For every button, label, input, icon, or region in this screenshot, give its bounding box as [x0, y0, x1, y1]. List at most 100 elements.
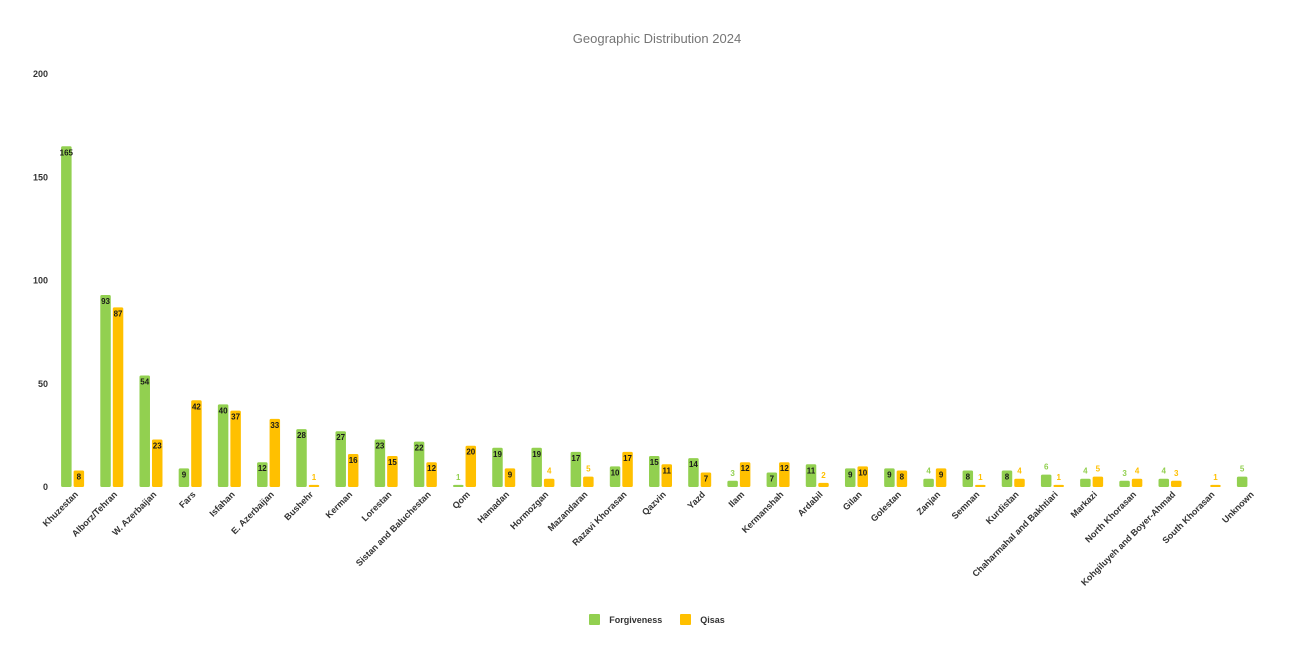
bar-qisas-semnan — [975, 484, 986, 487]
bar-qisas-razavi-khorasan — [622, 451, 633, 487]
data-label-forgiveness-golestan: 9 — [887, 470, 892, 479]
bar-forgiveness-kerman — [335, 431, 346, 487]
bar-forgiveness-sistan-and-baluchestan — [413, 441, 425, 487]
x-tick-label-isfahan: Isfahan — [207, 489, 236, 518]
bar-forgiveness-markazi — [1080, 478, 1091, 487]
bar-qisas-lorestan — [387, 456, 398, 487]
data-label-forgiveness-kohgiluyeh-and-boyer-ahmad: 4 — [1162, 467, 1167, 476]
bar-forgiveness-qazvin — [649, 456, 660, 487]
data-label-qisas-mazandaran: 5 — [586, 465, 591, 474]
data-label-qisas-gilan: 10 — [858, 468, 867, 477]
x-tick-label-markazi: Markazi — [1069, 489, 1099, 519]
data-label-qisas-hormozgan: 4 — [547, 467, 552, 476]
data-label-forgiveness-e-azerbaijan: 12 — [258, 464, 267, 473]
data-label-qisas-yazd: 7 — [704, 475, 709, 484]
data-label-qisas-qom: 20 — [466, 448, 475, 457]
bar-forgiveness-qom — [453, 484, 464, 487]
bar-qisas-ilam — [739, 462, 751, 487]
bar-forgiveness-kermanshah — [766, 472, 778, 487]
bar-forgiveness-chaharmahal-and-bakhtiari — [1040, 474, 1052, 487]
data-label-qisas-south-khorasan: 1 — [1213, 473, 1218, 482]
bar-qisas-mazandaran — [583, 476, 594, 487]
data-label-qisas-zanjan: 9 — [939, 470, 944, 479]
bar-forgiveness-e-azerbaijan — [257, 462, 268, 487]
data-label-qisas-golestan: 8 — [900, 472, 905, 481]
bar-qisas-sistan-and-baluchestan — [426, 462, 437, 487]
bar-forgiveness-kurdistan — [1001, 470, 1013, 487]
bar-qisas-e-azerbaijan — [269, 418, 281, 487]
bar-qisas-kermanshah — [779, 462, 790, 487]
legend-item-qisas: Qisas — [680, 614, 725, 625]
x-tick-label-qom: Qom — [450, 489, 472, 511]
data-label-qisas-khuzestan: 8 — [77, 472, 82, 481]
bar-forgiveness-khuzestan — [61, 146, 72, 487]
y-tick-label-100: 100 — [33, 276, 48, 286]
x-tick-label-bushehr: Bushehr — [282, 489, 315, 522]
data-label-qisas-sistan-and-baluchestan: 12 — [427, 464, 436, 473]
data-label-forgiveness-semnan: 8 — [966, 472, 971, 481]
bar-forgiveness-fars — [178, 468, 190, 487]
bar-qisas-ardabil — [818, 482, 829, 487]
x-tick-label-hamadan: Hamadan — [475, 489, 511, 525]
x-tick-label-sistan-and-baluchestan: Sistan and Baluchestan — [354, 489, 433, 568]
bar-forgiveness-north-khorasan — [1119, 480, 1130, 487]
legend: Forgiveness Qisas — [0, 614, 1314, 625]
x-tick-label-golestan: Golestan — [869, 489, 903, 523]
data-label-forgiveness-hormozgan: 19 — [532, 450, 541, 459]
data-label-qisas-north-khorasan: 4 — [1135, 467, 1140, 476]
chart-title: Geographic Distribution 2024 — [572, 31, 742, 46]
data-label-forgiveness-ardabil: 11 — [807, 466, 816, 475]
x-tick-label-ilam: Ilam — [726, 489, 746, 509]
data-label-qisas-markazi: 5 — [1096, 465, 1101, 474]
x-tick-label-lorestan: Lorestan — [360, 489, 394, 523]
data-label-forgiveness-zanjan: 4 — [926, 467, 931, 476]
x-tick-label-ardabil: Ardabil — [796, 489, 825, 518]
data-label-qisas-razavi-khorasan: 17 — [623, 454, 632, 463]
x-tick-label-hormozgan: Hormozgan — [508, 489, 550, 531]
bar-forgiveness-ardabil — [805, 464, 817, 487]
data-label-qisas-bushehr: 1 — [312, 473, 317, 482]
legend-swatch-qisas — [680, 614, 692, 625]
data-label-qisas-kerman: 16 — [349, 456, 358, 465]
x-tick-label-mazandaran: Mazandaran — [546, 489, 590, 533]
bar-qisas-alborz-tehran — [112, 307, 124, 487]
data-label-forgiveness-khuzestan: 165 — [60, 148, 74, 157]
bar-forgiveness-hormozgan — [531, 447, 542, 487]
data-label-forgiveness-lorestan: 23 — [375, 442, 384, 451]
data-label-forgiveness-sistan-and-baluchestan: 22 — [415, 444, 424, 453]
bar-qisas-yazd — [700, 472, 712, 487]
bar-forgiveness-semnan — [962, 470, 974, 487]
bar-forgiveness-alborz-tehran — [100, 294, 111, 487]
bar-forgiveness-ilam — [727, 480, 738, 487]
bar-forgiveness-w-azerbaijan — [139, 375, 150, 487]
data-label-qisas-chaharmahal-and-bakhtiari: 1 — [1056, 473, 1061, 482]
bar-qisas-qazvin — [661, 464, 672, 487]
bar-forgiveness-unknown — [1236, 476, 1248, 487]
data-label-qisas-ardabil: 2 — [821, 471, 826, 480]
bar-qisas-markazi — [1092, 476, 1104, 487]
y-tick-label-150: 150 — [33, 172, 48, 182]
bar-qisas-gilan — [857, 466, 868, 487]
bar-qisas-chaharmahal-and-bakhtiari — [1053, 484, 1064, 487]
data-label-forgiveness-isfahan: 40 — [219, 406, 228, 415]
data-label-qisas-fars: 42 — [192, 402, 201, 411]
data-label-qisas-e-azerbaijan: 33 — [270, 421, 279, 430]
data-label-forgiveness-qazvin: 15 — [650, 458, 659, 467]
bar-forgiveness-hamadan — [492, 447, 503, 487]
y-tick-label-50: 50 — [38, 379, 48, 389]
bar-qisas-golestan — [896, 470, 908, 487]
x-tick-label-kermanshah: Kermanshah — [740, 489, 786, 535]
data-label-forgiveness-yazd: 14 — [689, 460, 698, 469]
data-label-forgiveness-mazandaran: 17 — [571, 454, 580, 463]
data-label-qisas-isfahan: 37 — [231, 413, 240, 422]
data-label-forgiveness-north-khorasan: 3 — [1122, 469, 1127, 478]
data-label-forgiveness-fars: 9 — [182, 470, 187, 479]
data-label-forgiveness-hamadan: 19 — [493, 450, 502, 459]
data-label-forgiveness-ilam: 3 — [730, 469, 735, 478]
bar-qisas-khuzestan — [73, 470, 85, 487]
data-label-forgiveness-kermanshah: 7 — [770, 475, 775, 484]
y-tick-label-0: 0 — [43, 482, 48, 492]
bar-forgiveness-lorestan — [374, 439, 386, 487]
bar-forgiveness-zanjan — [923, 478, 934, 487]
